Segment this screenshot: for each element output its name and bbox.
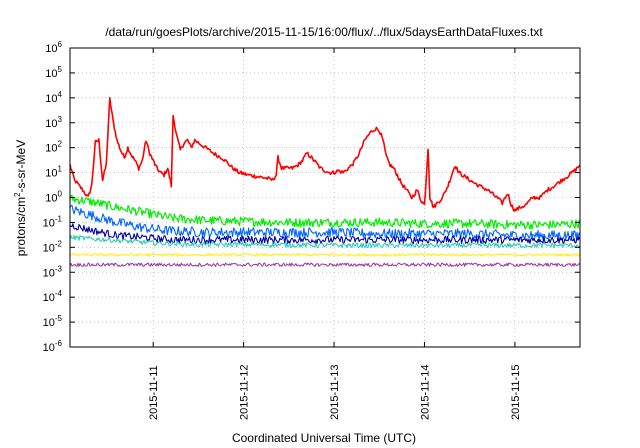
y-tick-label: 10-5 [43,314,63,329]
y-tick-label: 10-2 [43,239,63,254]
y-tick-label: 10-6 [43,339,63,354]
y-tick-exp: 6 [58,40,63,49]
y-tick-exp: 2 [58,140,63,149]
x-axis-label: Coordinated Universal Time (UTC) [232,431,416,445]
y-tick-label: 10-4 [43,289,63,304]
grid [70,48,580,347]
y-tick-exp: -6 [55,339,63,348]
series-line-4 [69,234,581,249]
y-tick-base: 10 [45,168,57,180]
x-tick-label: 2015-11-13 [329,365,341,420]
y-tick-label: 10-3 [43,264,63,279]
y-tick-label: 104 [45,90,62,105]
y-tick-base: 10 [43,267,55,279]
y-tick-exp: 0 [58,190,63,199]
y-tick-base: 10 [45,43,57,55]
y-tick-label: 103 [45,115,62,130]
y-tick-label: 102 [45,140,62,155]
y-tick-exp: -3 [55,264,63,273]
y-tick-base: 10 [43,342,55,354]
y-tick-base: 10 [45,143,57,155]
series-line-5 [69,253,581,257]
y-tick-exp: -4 [55,289,63,298]
y-tick-label: 10-1 [43,214,63,229]
y-tick-exp: 4 [58,90,63,99]
series-line-6 [69,262,581,267]
series-line-0 [69,96,581,212]
series-line-3 [69,223,581,245]
x-tick-label: 2015-11-12 [239,365,251,420]
series-line-2 [69,204,581,241]
y-tick-base: 10 [43,242,55,254]
y-tick-base: 10 [43,317,55,329]
series-line-1 [69,194,581,230]
y-tick-base: 10 [45,193,57,205]
chart-title: /data/run/goesPlots/archive/2015-11-15/1… [105,25,543,39]
x-tick-label: 2015-11-11 [148,365,160,420]
y-tick-exp: -2 [55,239,63,248]
y-tick-exp: 5 [58,65,63,74]
y-tick-base: 10 [45,118,57,130]
y-axis-label-suffix: -s-sr-MeV [14,140,28,193]
y-axis-label-exp: 2 [13,192,22,197]
series-layer [69,96,581,267]
y-axis-label-prefix: protons/cm [14,197,28,256]
y-tick-exp: 1 [58,165,63,174]
y-tick-exp: -5 [55,314,63,323]
y-tick-label: 105 [45,65,62,80]
y-tick-exp: 3 [58,115,63,124]
y-tick-exp: -1 [55,214,63,223]
y-axis-label: protons/cm2-s-sr-MeV [13,140,28,256]
y-tick-label: 106 [45,40,62,55]
y-tick-label: 101 [45,165,62,180]
x-tick-label: 2015-11-14 [419,365,431,420]
y-tick-base: 10 [43,217,55,229]
x-tick-label: 2015-11-15 [510,365,522,420]
axis-ticks: 10610510410310210110010-110-210-310-410-… [43,40,580,420]
y-tick-base: 10 [45,93,57,105]
y-tick-base: 10 [45,68,57,80]
y-tick-label: 100 [45,190,62,205]
y-tick-base: 10 [43,292,55,304]
